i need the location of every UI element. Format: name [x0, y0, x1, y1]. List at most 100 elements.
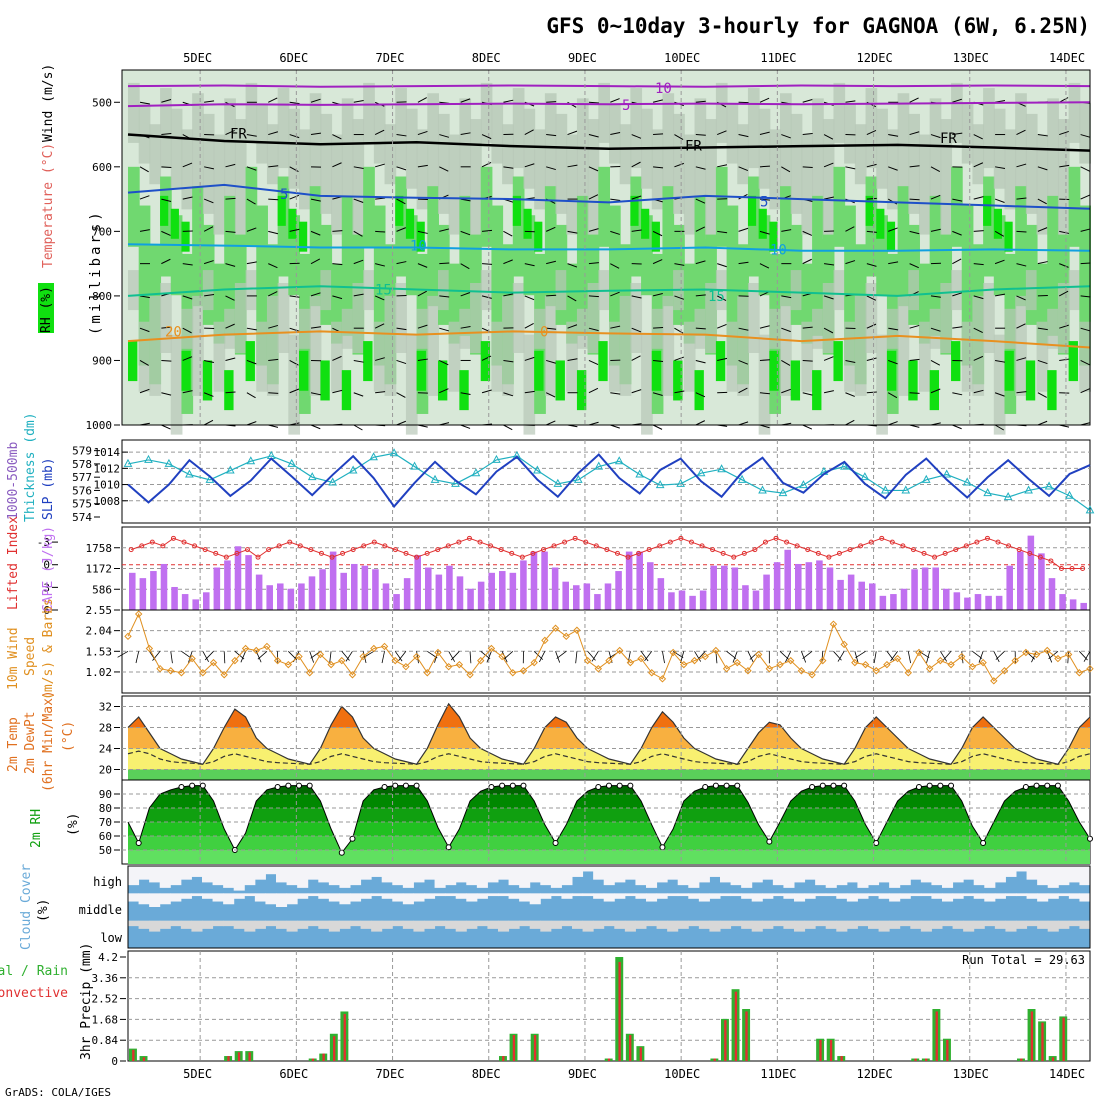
wind-barb	[546, 327, 557, 330]
rh-cell	[373, 205, 386, 366]
wind-barb	[481, 161, 492, 168]
wind-barb	[930, 228, 941, 232]
rh-cell	[277, 283, 290, 353]
cloud-cell	[868, 920, 880, 929]
wind-barb	[396, 359, 407, 365]
lifted-index-point	[1006, 543, 1012, 549]
wind10m-point	[594, 664, 603, 673]
cape-bar	[298, 583, 305, 610]
rh-cell	[1004, 350, 1014, 391]
cloud-cell	[603, 866, 615, 886]
wind-barb	[845, 260, 856, 265]
wind-barb	[1059, 230, 1070, 234]
wind-barb	[1059, 358, 1070, 361]
rh-cell	[993, 208, 1002, 239]
rh-cell	[812, 195, 824, 336]
rh-cell	[897, 93, 910, 194]
rh-cell	[128, 166, 140, 247]
cloud-cell	[582, 893, 594, 897]
rh-cell	[929, 98, 942, 219]
cape-bar	[129, 572, 136, 610]
cape-bar	[203, 592, 210, 610]
rh2m-point	[296, 782, 303, 789]
cloud-cell	[730, 866, 742, 886]
thickness-point	[451, 478, 460, 487]
wind-barb	[1016, 295, 1026, 301]
lifted-index-point	[392, 547, 398, 553]
cape-bar	[879, 595, 887, 610]
rh-cell	[747, 88, 760, 169]
wind10m-point	[412, 652, 421, 661]
cape-bar	[847, 574, 855, 610]
rh-cell	[470, 119, 482, 240]
rh2m-point	[980, 840, 987, 846]
rh-cell	[576, 308, 589, 349]
wind-barb	[310, 424, 321, 430]
rh-cell	[1057, 283, 1070, 353]
cloud-cell	[540, 893, 552, 899]
cape-bar	[319, 569, 326, 610]
lifted-index-point	[741, 550, 747, 556]
precip-convective-bar	[132, 1049, 135, 1061]
wind10m-barb	[672, 650, 684, 659]
cape-bar	[245, 555, 252, 610]
wind10m-barb	[341, 651, 350, 661]
wind-barb	[460, 392, 471, 395]
rh-cell	[299, 350, 309, 391]
rh-cell	[181, 350, 191, 391]
rh-cell	[459, 308, 472, 349]
lifted-index-point	[815, 550, 821, 556]
cloud-cell	[191, 866, 203, 877]
cloud-cell	[381, 866, 393, 883]
wind-barb	[503, 359, 514, 363]
wind-barb	[417, 230, 428, 234]
wind-barb	[546, 101, 557, 103]
wind-barb	[225, 230, 236, 233]
rh-cell	[416, 129, 429, 210]
cloud-cell	[667, 866, 679, 880]
cloud-cell	[223, 866, 235, 888]
wind10m-point	[958, 652, 966, 661]
wind-barb	[802, 99, 813, 103]
cloud-cell	[286, 893, 298, 905]
rh-cell	[534, 221, 543, 252]
cloud-cell	[550, 920, 562, 929]
wind-barb	[909, 165, 920, 168]
wind-barb	[375, 263, 385, 267]
wind-barb	[161, 326, 172, 329]
lifted-index-point	[318, 550, 324, 556]
cloud-cell	[138, 920, 150, 929]
rh-cell	[929, 308, 942, 349]
rh-cell	[544, 93, 557, 194]
wind-barb	[866, 163, 877, 168]
cloud-cell	[159, 866, 171, 888]
wind10m-point	[819, 656, 827, 665]
wind10m-point	[295, 652, 303, 661]
y-tick-label: 70	[99, 816, 112, 829]
wind-barb	[289, 101, 300, 105]
rh-cell	[961, 321, 974, 392]
wind10m-point	[776, 660, 784, 669]
rh-cell	[705, 119, 717, 240]
cloud-cell	[646, 866, 658, 888]
cape-bar	[953, 592, 961, 610]
wind-barb	[374, 323, 385, 329]
wind-barb	[268, 165, 279, 168]
wind10m-barb	[575, 651, 578, 664]
wind-barb	[866, 391, 877, 394]
rh-cell	[812, 308, 824, 349]
cape-bar	[995, 595, 1003, 610]
wind-barb	[1080, 166, 1090, 172]
wind10m-point	[947, 660, 955, 669]
thickness-point	[942, 469, 952, 478]
lifted-index-point	[953, 547, 959, 553]
rh-cell	[940, 283, 953, 353]
cloud-cell	[350, 866, 362, 886]
cloud-cell	[381, 920, 393, 929]
rh-cell	[844, 205, 856, 366]
cloud-cell	[931, 866, 943, 886]
wind10m-barb	[555, 651, 561, 663]
cloud-cell	[730, 893, 742, 897]
wind-barb	[396, 198, 406, 205]
wind-barb	[909, 263, 919, 269]
